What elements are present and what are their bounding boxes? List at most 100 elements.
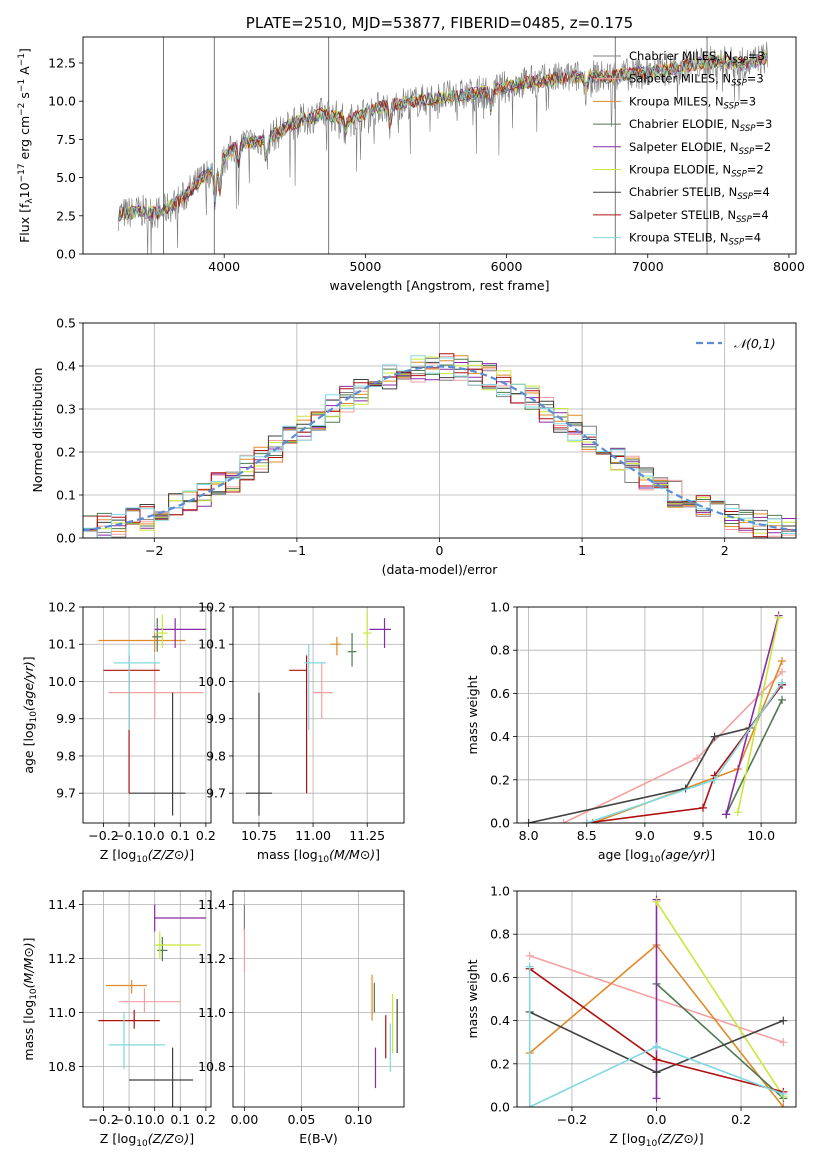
weight-marker bbox=[710, 775, 719, 784]
plot-area-mass_vs_Z bbox=[98, 904, 206, 1107]
x-tick-label: 4000 bbox=[208, 259, 240, 274]
y-tick-label: 0.8 bbox=[490, 643, 510, 658]
panel-mass_weight_vs_age: 8.0 8.5 9.0 9.5 10.0 0.0 0.2 0.4 0.6 0.8 1.0 age [l… bbox=[465, 600, 797, 865]
x-tick-label: 0.2 bbox=[196, 1112, 216, 1127]
weight-marker bbox=[559, 819, 568, 823]
legend-sub: SSP bbox=[729, 238, 745, 248]
weight-line-6 bbox=[737, 617, 780, 813]
y-axis-label: mass [log10(M/M⊙)] bbox=[21, 937, 39, 1060]
x-tick-label: 10.0 bbox=[747, 828, 775, 843]
label-part: ] bbox=[699, 1131, 704, 1146]
plot-area-spectrum bbox=[117, 37, 769, 254]
y-tick-label: 10.1 bbox=[198, 637, 226, 652]
legend-text: =4 bbox=[752, 208, 769, 222]
y-tick-label: 0.3 bbox=[56, 402, 76, 417]
y-tick-label: 1.0 bbox=[490, 600, 510, 615]
legend-text: =3 bbox=[748, 49, 765, 63]
weight-marker bbox=[733, 808, 742, 817]
x-tick-label: 0.0 bbox=[145, 828, 165, 843]
label-sup: −2 bbox=[17, 103, 27, 116]
legend-text: =3 bbox=[755, 117, 772, 131]
x-axis-label: age [log10(age/yr)] bbox=[598, 847, 715, 865]
weight-line-3 bbox=[592, 660, 783, 823]
y-tick-label: 5.0 bbox=[56, 170, 76, 185]
y-tick-label: 10.2 bbox=[48, 600, 76, 615]
legend-text: Chabrier STELIB, N bbox=[629, 185, 737, 199]
label-part: erg cm bbox=[17, 116, 32, 164]
label-part: (age/yr) bbox=[660, 847, 710, 862]
label-sub: 10 bbox=[649, 855, 661, 865]
x-tick-label: 11.25 bbox=[349, 828, 385, 843]
x-tick-label: −0.2 bbox=[557, 1112, 587, 1127]
axes-frame bbox=[232, 890, 405, 1108]
normal-curve bbox=[83, 365, 796, 532]
x-tick-label: 0.2 bbox=[196, 828, 216, 843]
y-tick-label: 9.9 bbox=[206, 711, 226, 726]
legend-text: Kroupa ELODIE, N bbox=[629, 163, 731, 177]
weight-marker bbox=[779, 1016, 788, 1025]
y-tick-label: 0.0 bbox=[56, 247, 76, 262]
x-axis-label: Z [log10(Z/Z⊙)] bbox=[100, 847, 194, 865]
weight-line-6 bbox=[655, 901, 784, 1097]
label-sup: −1 bbox=[17, 53, 27, 66]
x-axis-label: Z [log10(Z/Z⊙)] bbox=[100, 1131, 194, 1149]
weight-marker bbox=[652, 1068, 661, 1077]
legend-text: Salpeter STELIB, N bbox=[629, 208, 736, 222]
axis-label: E(B-V) bbox=[299, 1131, 338, 1146]
panel-spectrum: 4000 5000 6000 7000 8000 0.0 2.5 5.0 7.5 10.0 12.5… bbox=[17, 36, 805, 293]
legend-sub: SSP bbox=[736, 215, 752, 225]
page-title: PLATE=2510, MJD=53877, FIBERID=0485, z=0… bbox=[246, 14, 633, 32]
panel-residuals: −2 −1 0 1 2 0.0 0.1 0.2 0.3 0.4 0.5 (data-model)/er… bbox=[30, 316, 797, 577]
x-tick-label: 8.5 bbox=[577, 828, 597, 843]
y-tick-label: 10.0 bbox=[198, 674, 226, 689]
weight-marker bbox=[652, 1042, 661, 1051]
legend-text: =2 bbox=[747, 163, 764, 177]
weight-marker bbox=[710, 732, 719, 741]
legend-entry: Kroupa STELIB, NSSP=4 bbox=[629, 231, 761, 248]
plot-area-mass_weight_vs_age bbox=[524, 611, 787, 823]
axes-frame bbox=[516, 606, 797, 824]
weight-marker bbox=[525, 962, 534, 971]
label-part: ] bbox=[710, 847, 715, 862]
y-tick-label: 0.5 bbox=[56, 316, 76, 331]
x-tick-label: 5000 bbox=[349, 259, 381, 274]
legend-sub: SSP bbox=[724, 101, 740, 111]
label-part: (Z/Z⊙) bbox=[148, 847, 190, 862]
y-tick-label: 11.0 bbox=[48, 1005, 76, 1020]
y-axis-label: Normed distribution bbox=[30, 368, 45, 493]
weight-marker bbox=[524, 819, 533, 823]
y-tick-label: 9.7 bbox=[206, 786, 226, 801]
x-tick-label: 1 bbox=[578, 543, 586, 558]
legend-text: =3 bbox=[747, 72, 764, 86]
plot-area-mass_vs_EBV bbox=[243, 904, 398, 1089]
weight-marker bbox=[774, 613, 783, 622]
label-part: (M/M⊙) bbox=[21, 942, 36, 988]
label-part: Z [log bbox=[100, 1131, 136, 1146]
label-sub: 10 bbox=[29, 711, 39, 723]
x-tick-label: 0.0 bbox=[647, 1112, 667, 1127]
x-tick-label: 0.0 bbox=[145, 1112, 165, 1127]
y-tick-label: 10.0 bbox=[48, 674, 76, 689]
y-tick-label: 10.2 bbox=[198, 600, 226, 615]
y-tick-label: 9.8 bbox=[206, 748, 226, 763]
label-sub: 10 bbox=[29, 988, 39, 1000]
weight-marker bbox=[778, 695, 787, 704]
weight-line-8 bbox=[586, 684, 783, 823]
x-axis-label: Z [log10(Z/Z⊙)] bbox=[609, 1131, 703, 1149]
legend-entry: Kroupa MILES, NSSP=3 bbox=[629, 94, 756, 111]
y-tick-label: 0.2 bbox=[490, 772, 510, 787]
x-tick-label: 0.1 bbox=[170, 1112, 190, 1127]
x-tick-label: 0.2 bbox=[731, 1112, 751, 1127]
legend-entry: Chabrier MILES, NSSP=3 bbox=[629, 49, 765, 66]
x-tick-label: 0.00 bbox=[230, 1112, 258, 1127]
y-tick-label: 10.1 bbox=[48, 637, 76, 652]
legend-entry: Kroupa ELODIE, NSSP=2 bbox=[629, 163, 764, 180]
x-tick-label: −1 bbox=[288, 543, 306, 558]
label-sub: 10 bbox=[136, 855, 148, 865]
y-tick-label: 0.0 bbox=[490, 816, 510, 831]
weight-marker bbox=[779, 1038, 788, 1047]
y-tick-label: 11.0 bbox=[198, 1005, 226, 1020]
plot-area-age_vs_Z bbox=[98, 614, 206, 816]
y-tick-label: 0.1 bbox=[56, 488, 76, 503]
x-tick-label: −2 bbox=[145, 543, 163, 558]
